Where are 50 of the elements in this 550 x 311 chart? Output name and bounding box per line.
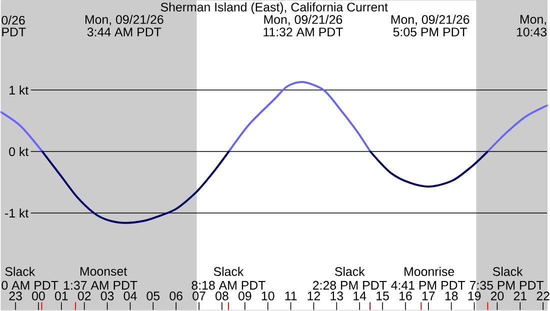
annotation: Mon, 09/21/26 <box>264 14 342 26</box>
annotation: Slack <box>335 267 365 276</box>
x-tick-label: 06 <box>170 292 182 301</box>
annotation: Slack <box>214 267 244 276</box>
x-tick-label: 18 <box>445 292 458 301</box>
x-tick-label: 13 <box>330 292 344 301</box>
x-tick-label: 14 <box>354 292 366 300</box>
annotation: 0/26 <box>2 16 25 25</box>
annotation: 1:37 AM PDT <box>64 281 138 290</box>
x-tick-label: 08 <box>216 292 228 301</box>
y-tick-label: 1 kt <box>10 86 29 95</box>
annotation: Moonset <box>80 267 128 276</box>
annotation: 11:32 AM PDT <box>264 28 343 37</box>
x-tick-label: 05 <box>146 292 160 301</box>
x-tick-label: 11 <box>285 292 297 300</box>
x-tick-label: 15 <box>376 292 389 301</box>
x-tick-label: 12 <box>308 292 320 300</box>
annotation: 3:44 AM PDT <box>87 28 162 37</box>
x-tick-label: 19 <box>468 292 481 301</box>
x-tick-label: 23 <box>9 292 22 301</box>
annotation: PDT <box>2 28 26 36</box>
annotation: 2:28 PM PDT <box>313 281 387 290</box>
x-tick-label: 03 <box>100 292 114 301</box>
annotation: Slack <box>5 267 36 276</box>
chart-title: Sherman Island (East), California Current <box>160 2 388 14</box>
y-tick-label: -1 kt <box>5 208 29 218</box>
x-tick-label: 10 <box>262 292 274 301</box>
annotation: Mon, <box>520 15 546 26</box>
y-tick-label: 0 kt <box>9 147 29 156</box>
annotation: 0 AM PDT <box>2 281 58 290</box>
x-tick-label: 02 <box>78 292 91 301</box>
annotation: Mon, 09/21/26 <box>85 14 164 26</box>
x-tick-label: 20 <box>490 292 504 301</box>
x-tick-label: 22 <box>536 292 550 300</box>
annotation: Slack <box>492 267 523 276</box>
x-tick-label: 21 <box>514 292 526 300</box>
x-tick-label: 09 <box>238 292 252 301</box>
annotation: 4:41 PM PDT <box>391 281 466 290</box>
x-tick-label: 07 <box>192 292 206 301</box>
x-tick-label: 00 <box>32 292 45 301</box>
annotation: Moonrise <box>404 267 454 276</box>
x-tick-label: 17 <box>422 292 435 300</box>
annotation: 8:18 AM PDT <box>192 281 266 290</box>
annotation: Mon, 09/21/26 <box>391 14 470 26</box>
annotation: 7:35 PM PDT <box>470 281 544 290</box>
annotation: 5:05 PM PDT <box>393 28 468 37</box>
annotation: 10:43 <box>516 28 547 37</box>
x-tick-label: 01 <box>54 292 68 301</box>
x-tick-label: 16 <box>400 292 412 301</box>
x-tick-label: 04 <box>124 292 137 301</box>
